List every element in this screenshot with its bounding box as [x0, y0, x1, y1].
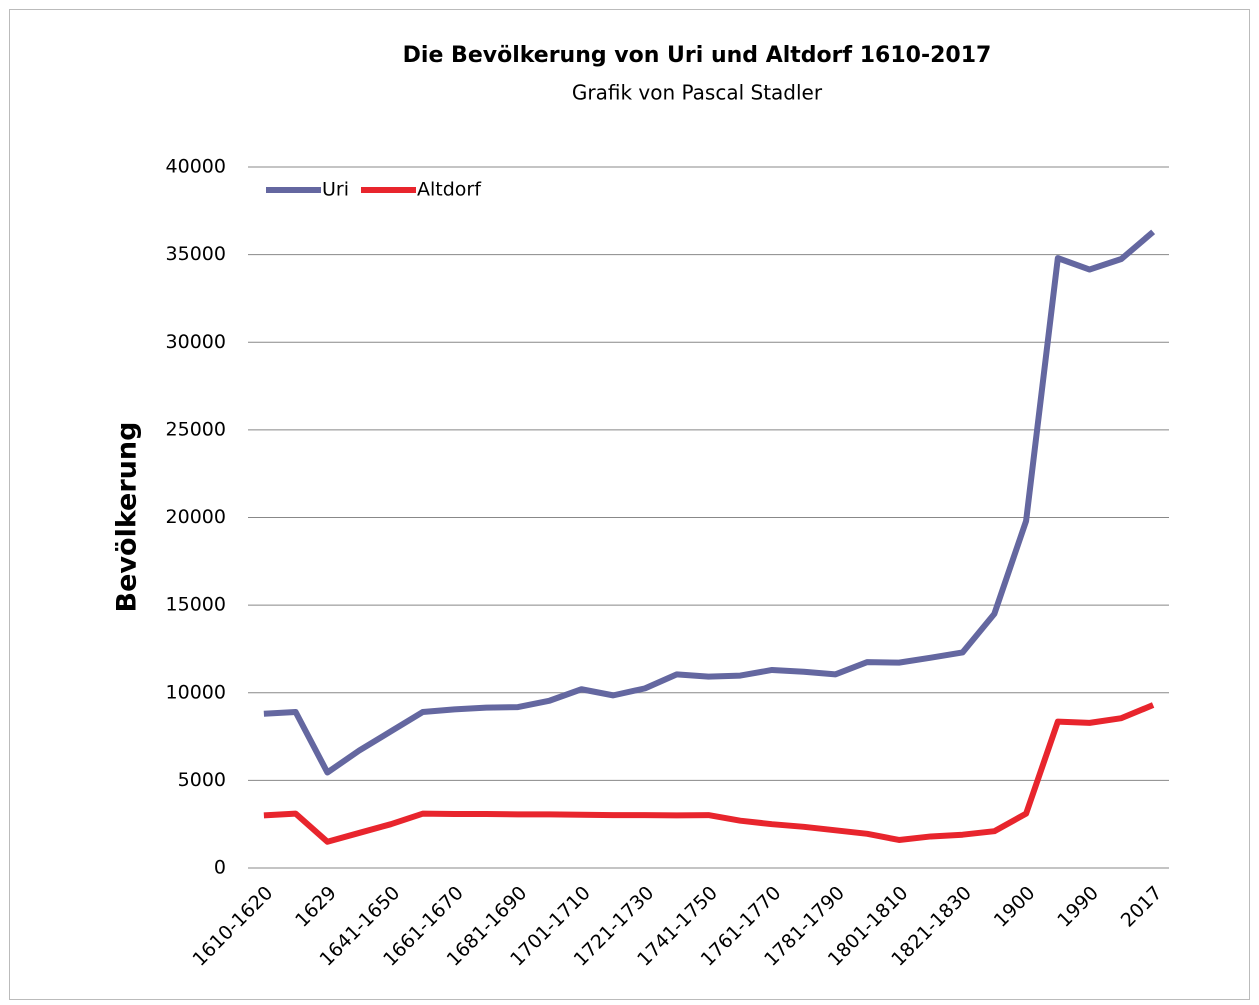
chart-title: Die Bevölkerung von Uri und Altdorf 1610… [403, 43, 992, 68]
y-tick-label: 30000 [166, 331, 226, 353]
chart-subtitle: Grafik von Pascal Stadler [572, 81, 823, 105]
legend-label: Uri [322, 179, 349, 201]
y-axis-label: Bevölkerung [112, 422, 143, 613]
line-series [263, 702, 1155, 845]
y-tick-label: 5000 [178, 769, 226, 791]
y-tick-label: 0 [214, 857, 226, 879]
chart-border [9, 9, 1250, 1000]
legend-label: Altdorf [417, 179, 482, 201]
y-tick-label: 40000 [166, 156, 226, 178]
y-tick-label: 25000 [166, 418, 226, 440]
y-tick-label: 10000 [166, 681, 226, 703]
y-tick-label: 20000 [166, 506, 226, 528]
y-tick-label: 35000 [166, 243, 226, 265]
y-tick-label: 15000 [166, 594, 226, 616]
line-series [263, 229, 1156, 776]
